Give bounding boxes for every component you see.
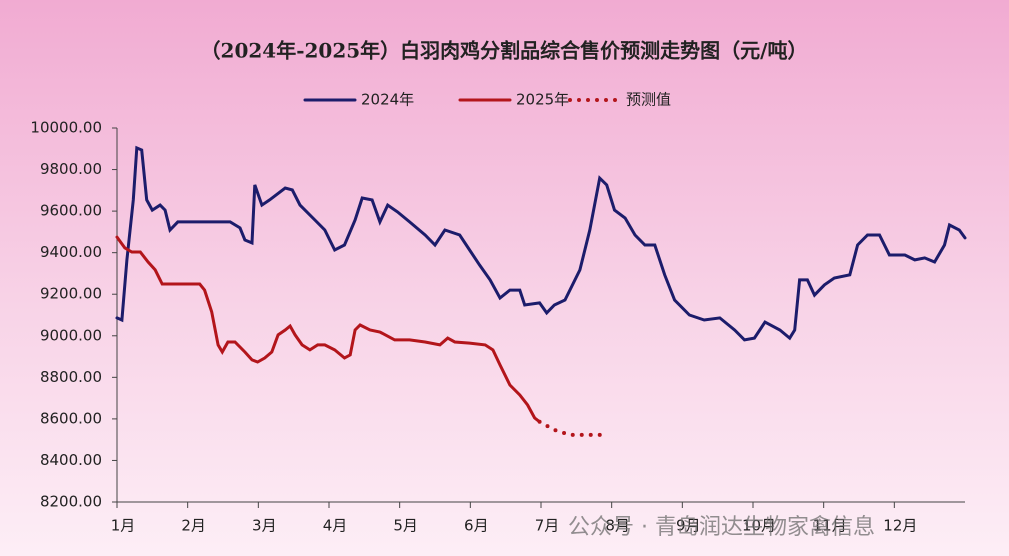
y-tick-label: 8200.00 <box>40 493 102 511</box>
series-line <box>115 145 967 342</box>
y-tick-label: 10000.00 <box>30 119 102 137</box>
x-tick-label: 4月 <box>323 517 348 535</box>
x-tick-label: 11月 <box>813 517 847 535</box>
legend-label: 2025年 <box>516 91 569 109</box>
x-tick-label: 7月 <box>535 517 560 535</box>
chart-title: （2024年-2025年）白羽肉鸡分割品综合售价预测走势图（元/吨） <box>201 39 808 63</box>
x-tick-label: 10月 <box>742 517 776 535</box>
x-tick-label: 1月 <box>111 517 136 535</box>
x-tick-label: 12月 <box>883 517 917 535</box>
y-tick-label: 9200.00 <box>40 285 102 303</box>
series-line <box>115 235 542 424</box>
y-tick-label: 8800.00 <box>40 368 102 386</box>
legend-label: 2024年 <box>361 91 414 109</box>
x-tick-label: 5月 <box>393 517 418 535</box>
y-tick-label: 8400.00 <box>40 451 102 469</box>
y-tick-label: 9400.00 <box>40 243 102 261</box>
watermark: 公众号 · 青岛润达生物家禽信息 <box>568 515 875 540</box>
y-tick-label: 8600.00 <box>40 409 102 427</box>
y-tick-label: 9800.00 <box>40 160 102 178</box>
legend-label: 预测值 <box>626 91 671 109</box>
series-line <box>537 419 607 437</box>
x-tick-label: 6月 <box>464 517 489 535</box>
y-tick-label: 9000.00 <box>40 326 102 344</box>
x-tick-label: 9月 <box>676 517 701 535</box>
x-tick-label: 2月 <box>181 517 206 535</box>
x-tick-label: 8月 <box>605 517 630 535</box>
x-tick-label: 3月 <box>252 517 277 535</box>
y-tick-label: 9600.00 <box>40 202 102 220</box>
